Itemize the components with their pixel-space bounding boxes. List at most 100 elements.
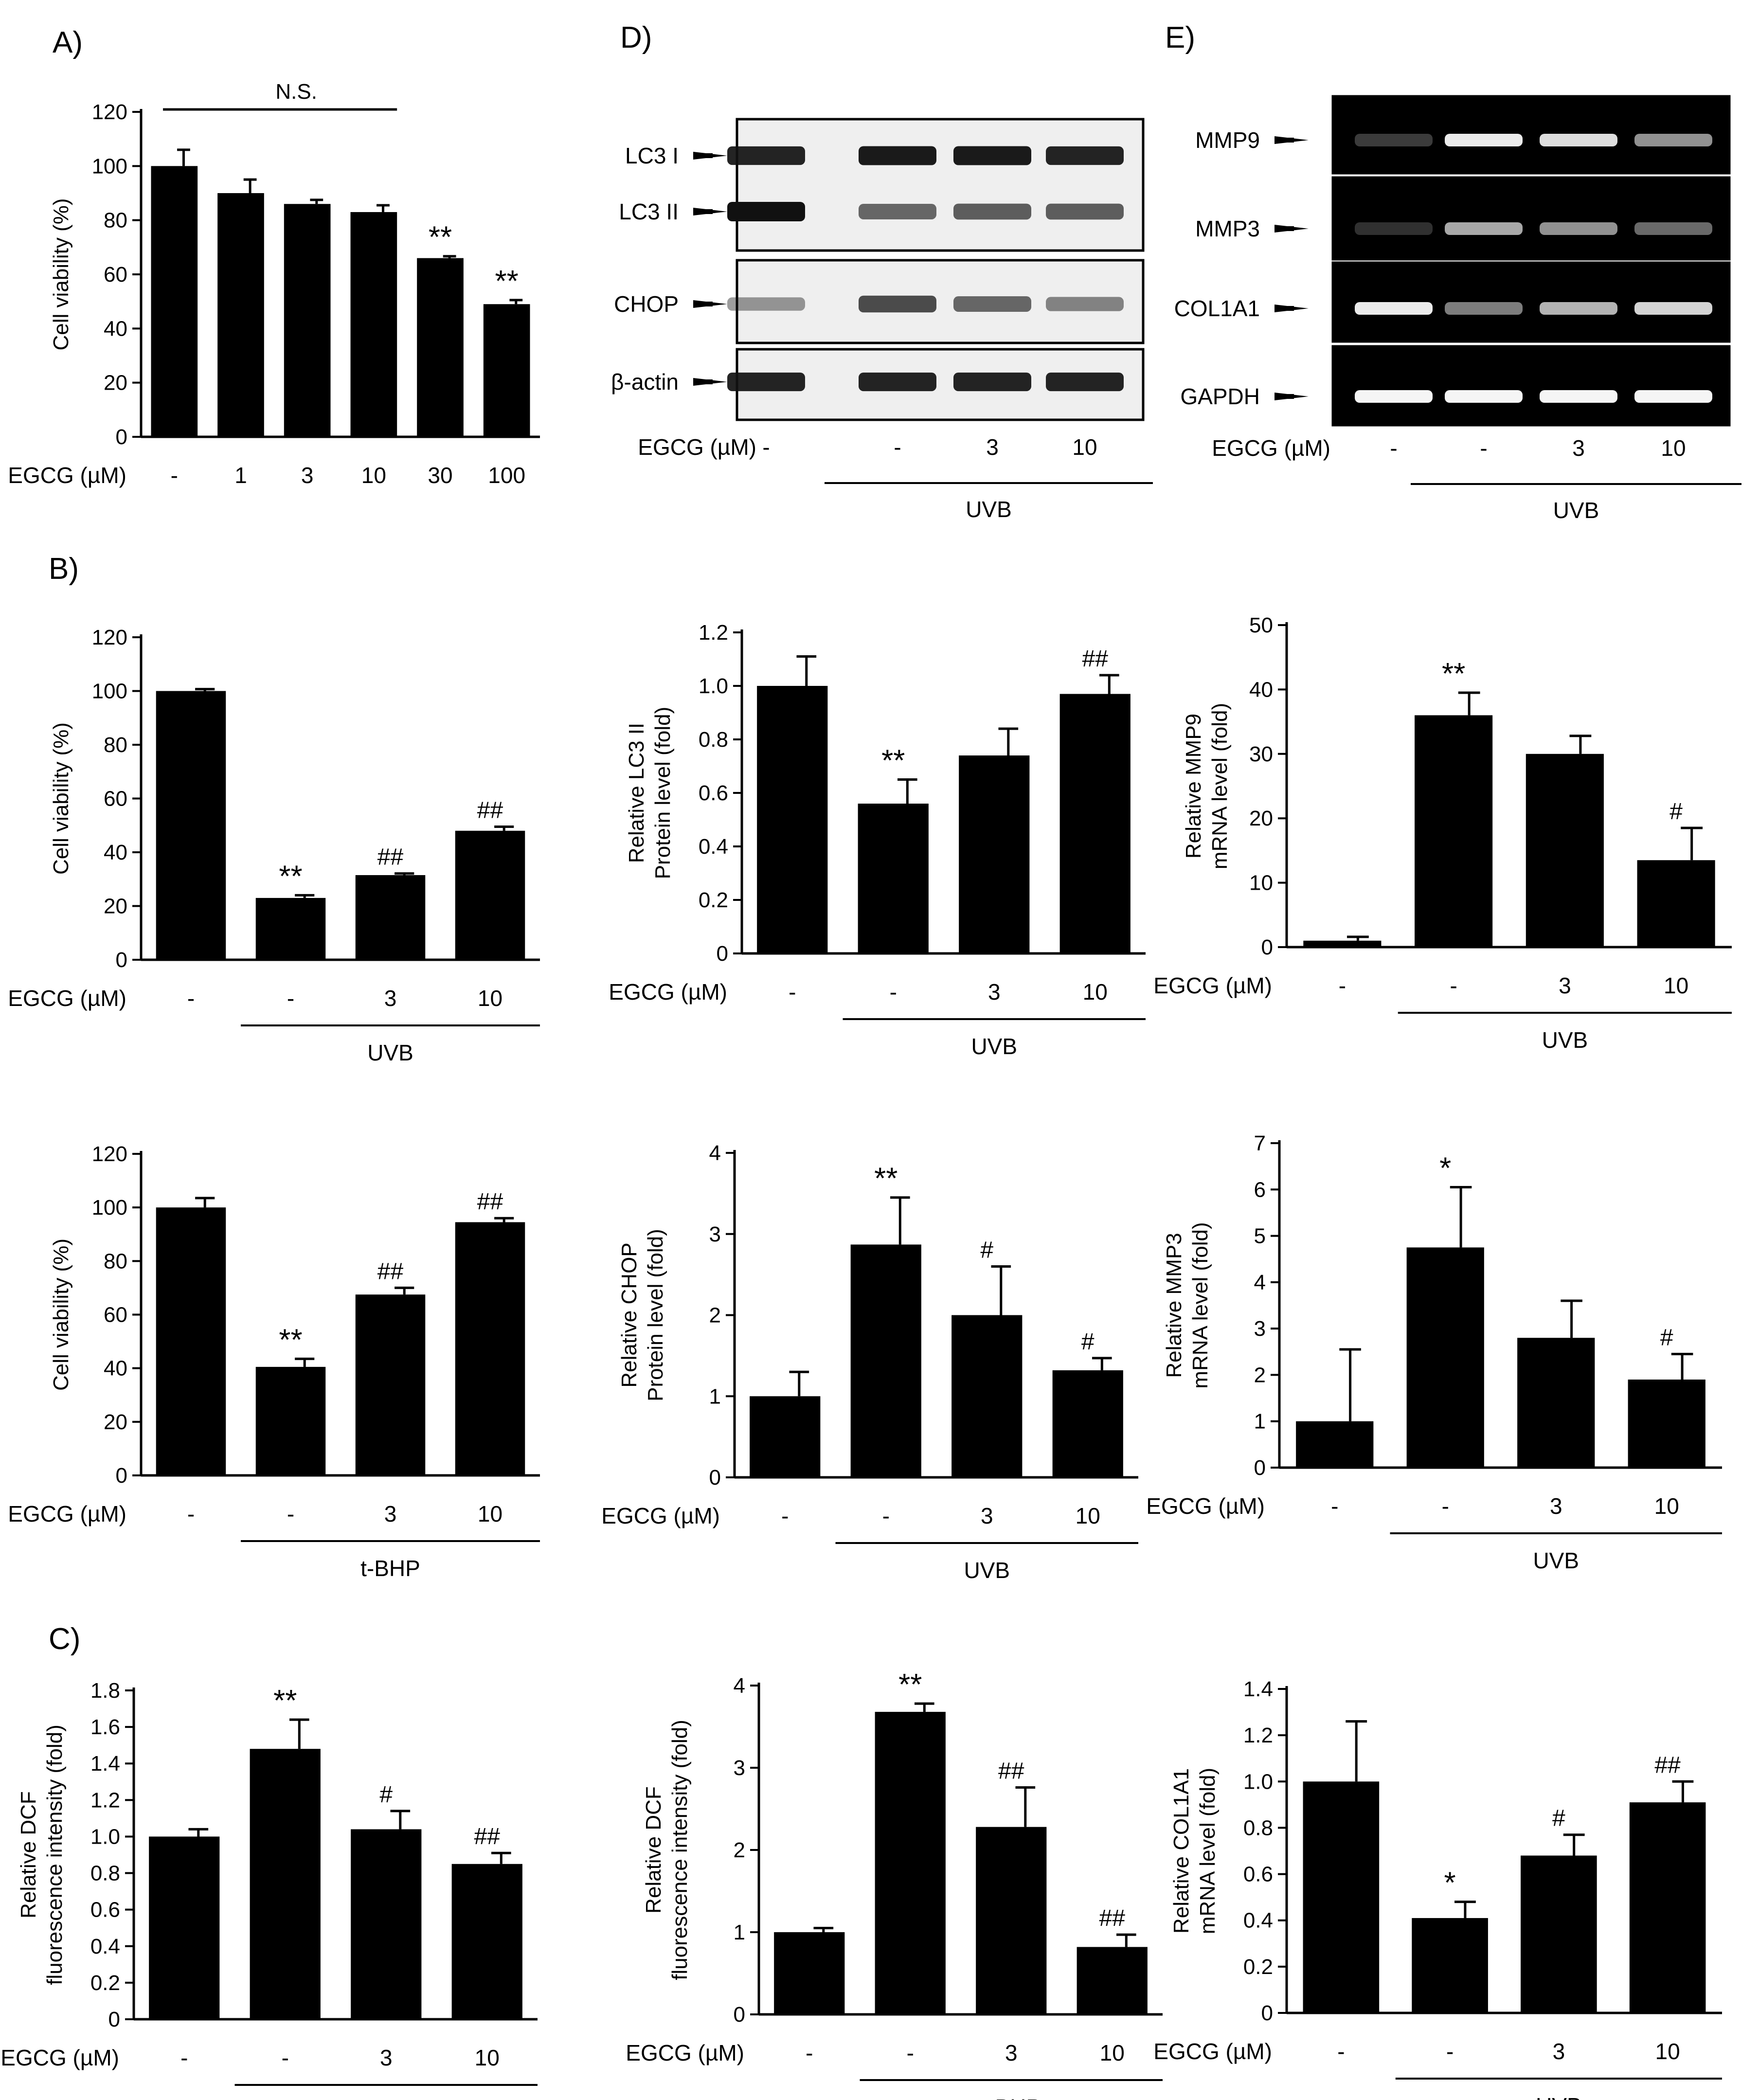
x-category-label: - — [287, 1501, 294, 1526]
significance-label: ** — [881, 744, 905, 778]
x-category-label: - — [1331, 1493, 1338, 1519]
bar — [1303, 940, 1382, 947]
y-tick-label: 2 — [734, 1838, 745, 1862]
x-category-label: 3 — [981, 1503, 993, 1528]
y-tick-label: 1.4 — [1243, 1677, 1273, 1701]
bar — [351, 1829, 422, 2019]
chart-E_mmp9: 0 10 20 30 40 50 Relative MMP9 mRNA level (fold… — [1153, 613, 1732, 1053]
y-tick-label: 0 — [717, 942, 728, 966]
bar — [1296, 1421, 1374, 1468]
bar — [156, 691, 226, 960]
blot-band — [953, 372, 1031, 392]
x-category-label: 10 — [1664, 973, 1688, 998]
bar — [951, 1315, 1023, 1477]
y-axis-label: Cell viability (%) — [49, 198, 73, 351]
blot-band — [1355, 134, 1433, 146]
x-category-label: 10 — [1655, 2039, 1680, 2064]
y-tick-label: 20 — [104, 1410, 127, 1434]
x-category-label: 3 — [301, 463, 314, 488]
y-tick-label: 100 — [92, 1196, 127, 1220]
bar — [255, 897, 326, 960]
y-tick-label: 3 — [734, 1756, 745, 1780]
bar — [284, 204, 331, 437]
blot-band — [727, 202, 805, 221]
x-category-label: 10 — [478, 1501, 503, 1526]
treatment-label: EGCG (µM) — [609, 979, 727, 1005]
chart-C_dcf_uvb: 0 0.2 0.4 0.6 0.8 1.0 1.2 1.4 1.6 1.8 Relative DCF… — [0, 1679, 538, 2100]
y-tick-label: 0 — [1254, 1456, 1266, 1480]
x-category-label: - — [282, 2045, 289, 2070]
significance-label: ## — [474, 1824, 501, 1849]
y-tick-label: 10 — [1249, 871, 1273, 895]
y-tick-label: 20 — [104, 371, 127, 395]
y-axis-label: Protein level (fold) — [644, 1229, 667, 1401]
group-label: UVB — [1542, 1027, 1588, 1053]
significance-label: # — [980, 1237, 993, 1263]
y-axis-label: Relative DCF — [17, 1791, 40, 1919]
y-tick-label: 60 — [104, 1303, 127, 1327]
y-tick-label: 3 — [1254, 1317, 1266, 1341]
x-category-label: - — [781, 1503, 789, 1528]
bar — [1077, 1947, 1148, 2014]
bar — [858, 804, 929, 953]
bar — [455, 830, 525, 960]
significance-label: # — [1660, 1325, 1673, 1351]
y-tick-label: 1.4 — [90, 1752, 120, 1776]
lane-label: - — [1480, 435, 1487, 461]
y-tick-label: 80 — [104, 209, 127, 233]
y-tick-label: 20 — [1249, 807, 1273, 830]
blot-band — [1445, 390, 1523, 403]
blot-row-label: GAPDH — [1180, 384, 1260, 409]
bar — [1059, 694, 1131, 953]
x-category-label: - — [1337, 2039, 1345, 2064]
blot-band — [1046, 146, 1124, 165]
y-tick-label: 20 — [104, 895, 127, 918]
bar — [417, 258, 464, 437]
group-label: UVB — [964, 1558, 1010, 1583]
bar — [1526, 754, 1604, 947]
group-label: UVB — [966, 497, 1012, 522]
significance-label: ## — [1099, 1905, 1126, 1931]
group-label: UVB — [1536, 2093, 1582, 2100]
blot-frame — [736, 259, 1145, 344]
y-tick-label: 0.6 — [90, 1898, 120, 1922]
y-axis-label: mRNA level (fold) — [1196, 1768, 1220, 1934]
y-tick-label: 0 — [709, 1466, 721, 1490]
panel-label-b: B) — [49, 552, 79, 586]
y-tick-label: 4 — [734, 1674, 745, 1698]
blot-row-label: LC3 II — [619, 199, 679, 224]
y-tick-label: 120 — [92, 1142, 127, 1166]
significance-label: ** — [1442, 657, 1465, 691]
bar — [1415, 715, 1493, 947]
significance-label: ## — [998, 1759, 1024, 1784]
x-category-label: - — [1446, 2039, 1454, 2064]
x-category-label: - — [180, 2045, 188, 2070]
blot-band — [1634, 302, 1712, 315]
significance-label: ** — [874, 1162, 897, 1196]
y-axis-label: Relative LC3 II — [625, 723, 648, 863]
bar — [355, 875, 426, 960]
bar — [217, 193, 264, 437]
y-tick-label: 30 — [1249, 742, 1273, 766]
y-tick-label: 80 — [104, 733, 127, 757]
panel-label-e: E) — [1165, 21, 1195, 54]
x-category-label: 3 — [1550, 1493, 1562, 1519]
ns-label: N.S. — [275, 80, 317, 104]
bar — [959, 755, 1030, 953]
significance-label: ## — [477, 1189, 503, 1215]
y-tick-label: 100 — [92, 680, 127, 703]
significance-label: # — [1669, 799, 1683, 825]
panel-label-a: A) — [53, 26, 83, 59]
y-tick-label: 0.6 — [1243, 1863, 1273, 1886]
significance-label: * — [1439, 1152, 1451, 1185]
y-tick-label: 1.2 — [1243, 1723, 1273, 1747]
blot-band — [1540, 302, 1617, 315]
blot-row-label: MMP3 — [1195, 216, 1260, 241]
bar — [451, 1864, 522, 2019]
y-tick-label: 0.8 — [90, 1862, 120, 1885]
y-axis-label: Cell viability (%) — [49, 1238, 73, 1391]
y-tick-label: 60 — [104, 263, 127, 287]
